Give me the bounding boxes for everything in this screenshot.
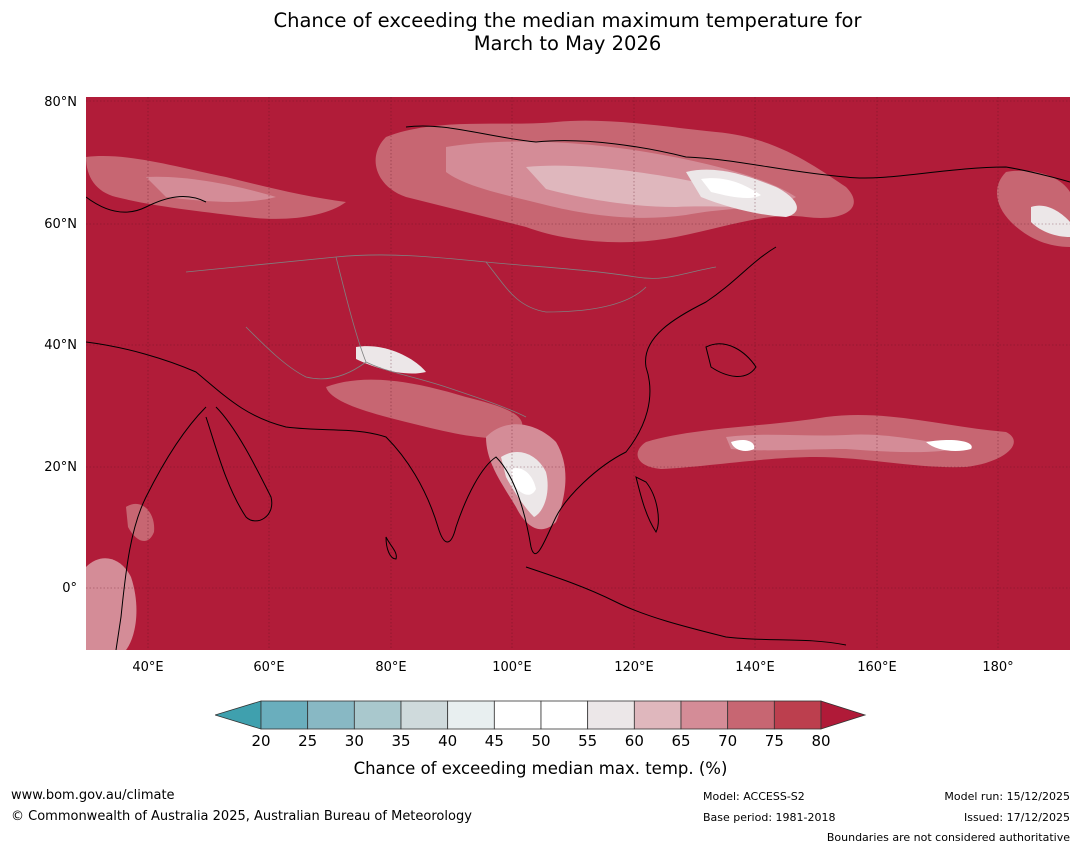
colorbar-bin (541, 701, 588, 729)
colorbar-tick-label: 65 (671, 733, 690, 750)
colorbar-tick-label: 60 (625, 733, 644, 750)
colorbar-bin (588, 701, 635, 729)
colorbar-tick-label: 55 (578, 733, 597, 750)
lon-label-80e: 80°E (375, 660, 406, 675)
lon-label-180: 180° (982, 660, 1013, 675)
lat-label-20n: 20°N (44, 460, 77, 475)
colorbar-bin (728, 701, 775, 729)
colorbar-tick-label: 30 (345, 733, 364, 750)
footer-base-period: Base period: 1981-2018 (703, 811, 835, 824)
lat-label-40n: 40°N (44, 338, 77, 353)
colorbar-bin (448, 701, 495, 729)
colorbar-tick-label: 70 (718, 733, 737, 750)
lat-label-80n: 80°N (44, 95, 77, 110)
colorbar-tick-label: 50 (531, 733, 550, 750)
colorbar-tick-label: 20 (251, 733, 270, 750)
colorbar-label: Chance of exceeding median max. temp. (%… (0, 759, 1081, 778)
colorbar (215, 700, 867, 732)
map-canvas (86, 97, 1070, 650)
colorbar-bin (774, 701, 821, 729)
map-title: Chance of exceeding the median maximum t… (0, 9, 1081, 55)
lon-label-140e: 140°E (735, 660, 775, 675)
colorbar-tick-label: 40 (438, 733, 457, 750)
colorbar-tick-label: 25 (298, 733, 317, 750)
colorbar-under-arrow (215, 701, 261, 729)
colorbar-bin (261, 701, 308, 729)
footer-copyright: © Commonwealth of Australia 2025, Austra… (11, 809, 472, 824)
footer-issued: Issued: 17/12/2025 (964, 811, 1070, 824)
footer-disclaimer: Boundaries are not considered authoritat… (827, 831, 1070, 844)
lat-label-60n: 60°N (44, 217, 77, 232)
colorbar-tick-label: 75 (765, 733, 784, 750)
colorbar-tick-label: 80 (811, 733, 830, 750)
colorbar-bin (681, 701, 728, 729)
lon-label-60e: 60°E (253, 660, 284, 675)
lon-label-120e: 120°E (614, 660, 654, 675)
footer-website[interactable]: www.bom.gov.au/climate (11, 788, 175, 803)
map-title-line2: March to May 2026 (0, 32, 1081, 55)
colorbar-bin (308, 701, 355, 729)
colorbar-tick-label: 35 (391, 733, 410, 750)
colorbar-tick-label: 45 (485, 733, 504, 750)
probability-map (86, 97, 1070, 650)
footer-model: Model: ACCESS-S2 (703, 790, 805, 803)
colorbar-bin (401, 701, 448, 729)
colorbar-over-arrow (821, 701, 865, 729)
lon-label-160e: 160°E (857, 660, 897, 675)
colorbar-bin (354, 701, 401, 729)
map-title-line1: Chance of exceeding the median maximum t… (0, 9, 1081, 32)
colorbar-bin (634, 701, 681, 729)
lon-label-100e: 100°E (492, 660, 532, 675)
footer-model-run: Model run: 15/12/2025 (944, 790, 1070, 803)
colorbar-bin (494, 701, 541, 729)
lat-label-0: 0° (62, 581, 77, 596)
lon-label-40e: 40°E (132, 660, 163, 675)
